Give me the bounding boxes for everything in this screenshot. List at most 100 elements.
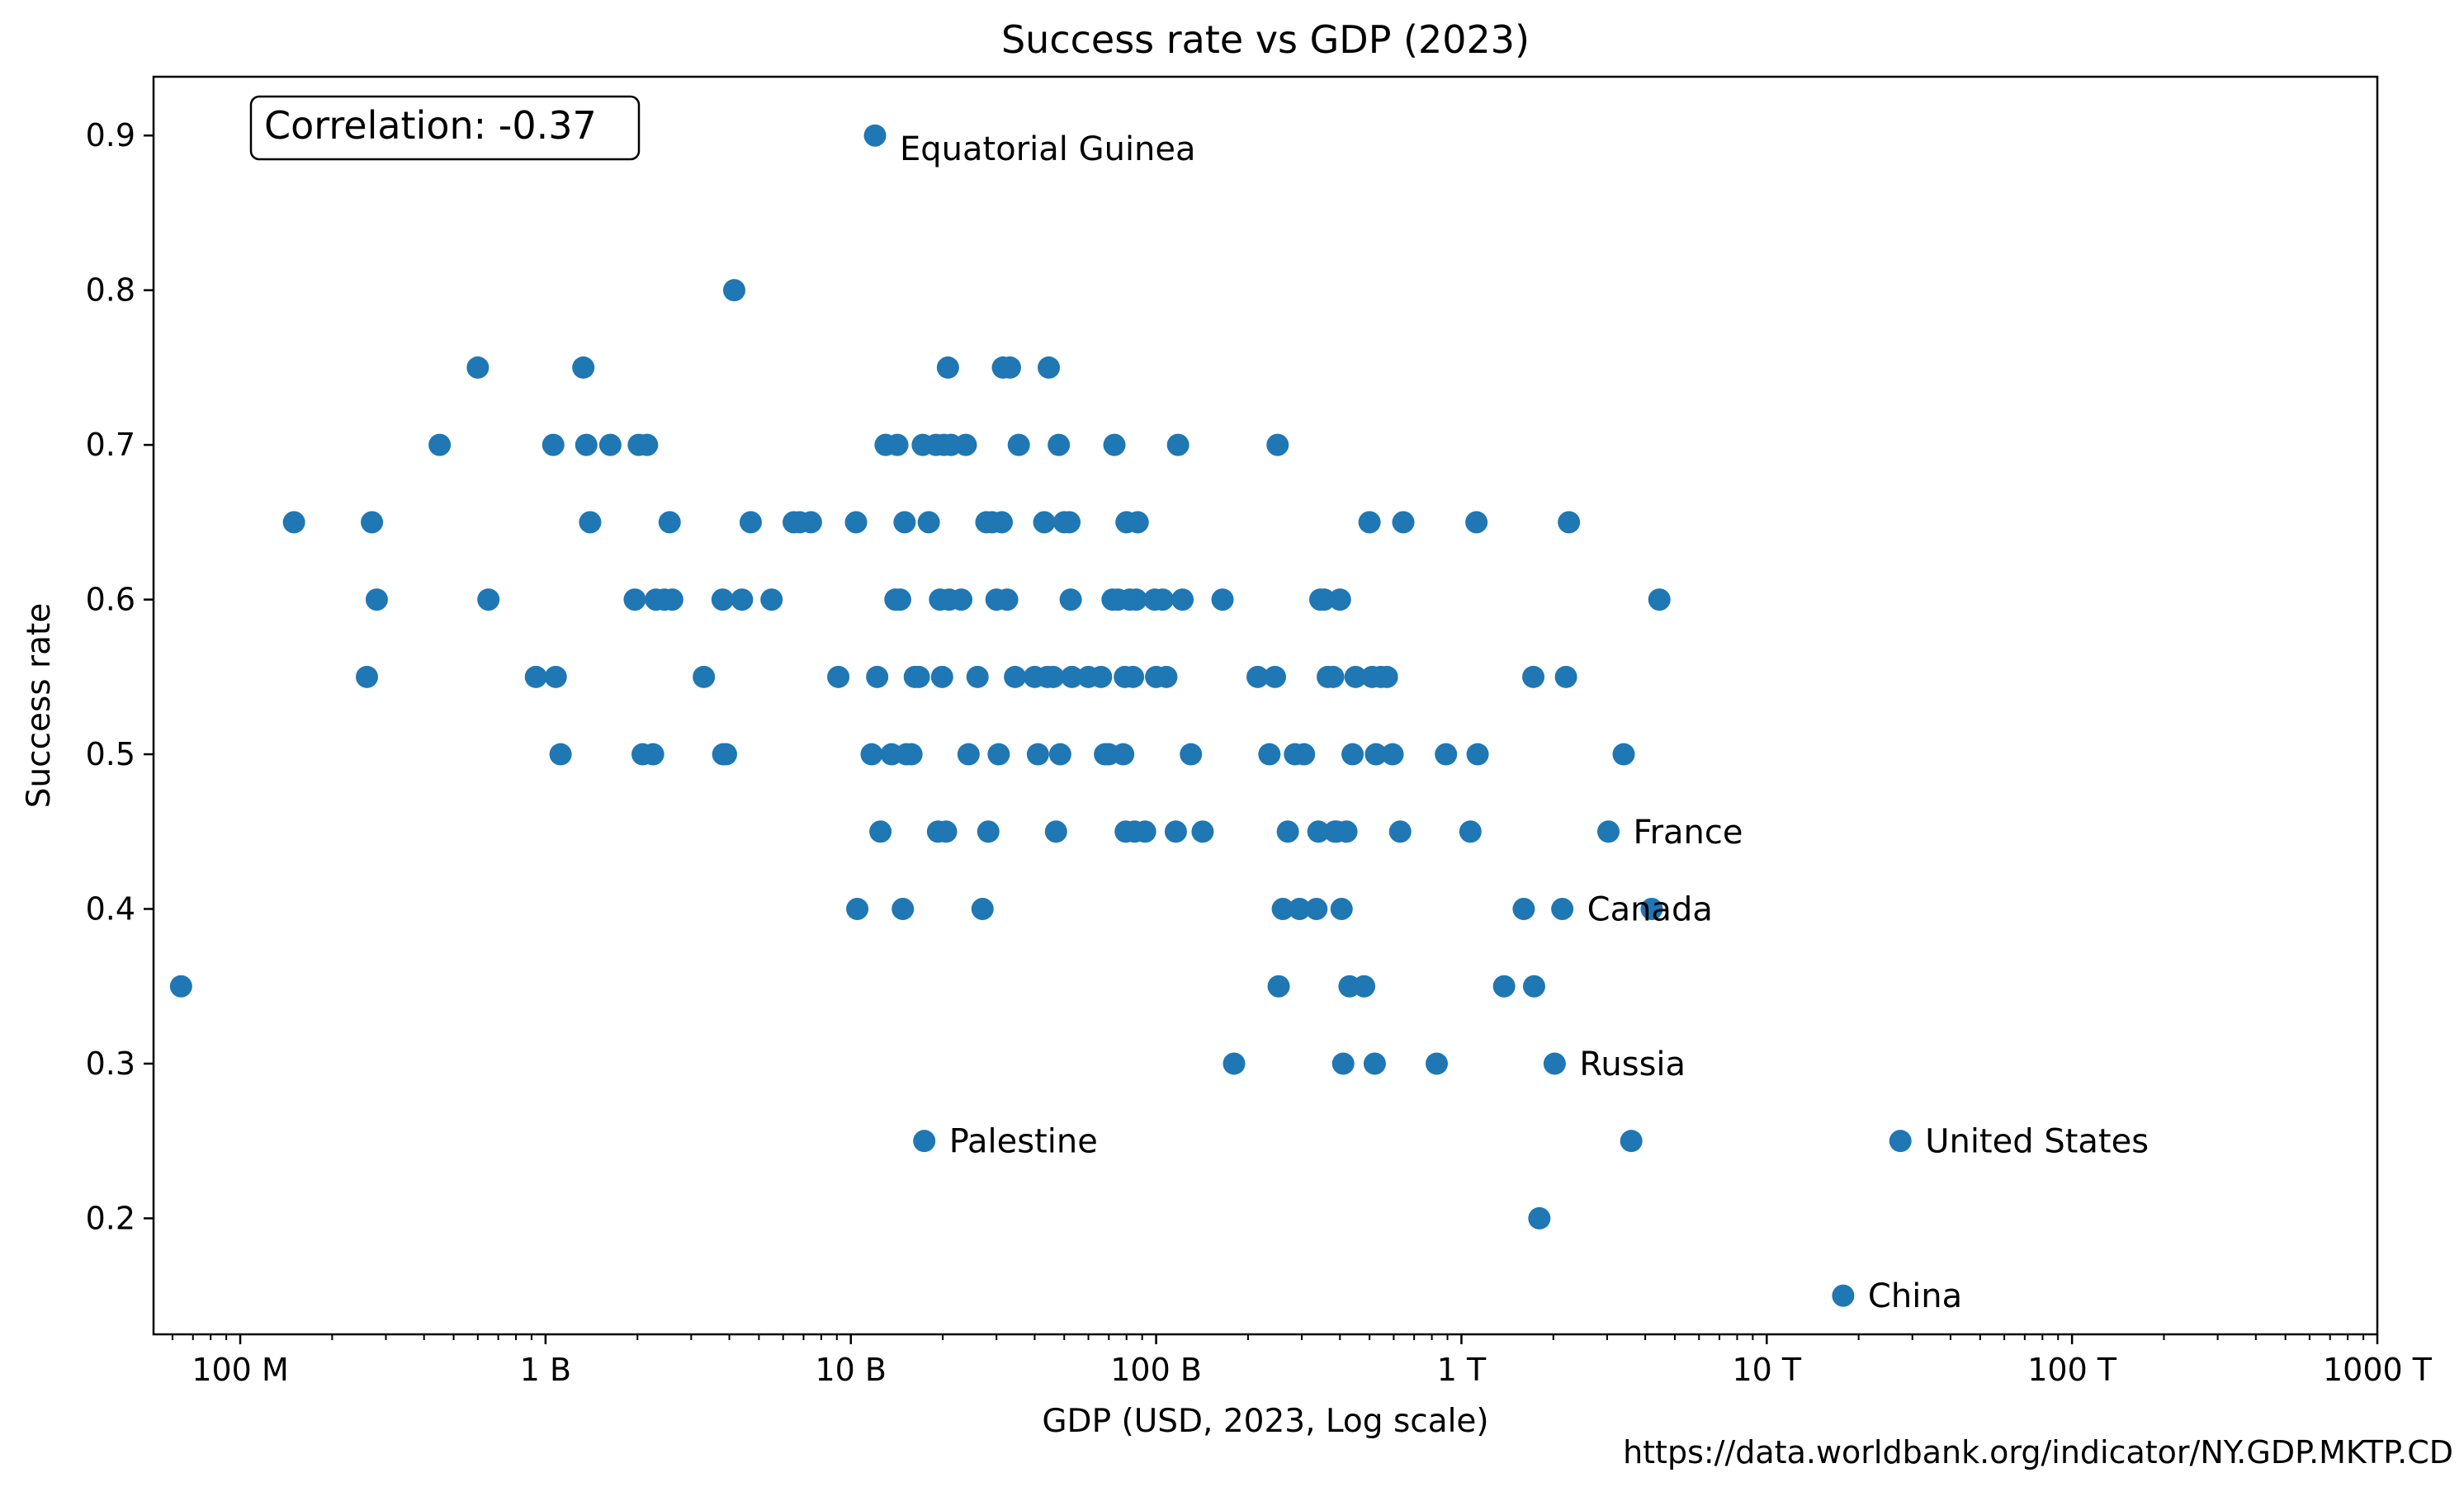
data-point: [1459, 820, 1482, 843]
data-point: [907, 665, 930, 688]
data-point: [1522, 975, 1545, 998]
data-point: [623, 588, 646, 611]
data-point: [169, 975, 192, 998]
data-point: [1293, 743, 1316, 766]
data-point: [1061, 665, 1084, 688]
data-point: [888, 588, 911, 611]
correlation-box-frame: [249, 95, 641, 161]
data-point: [1211, 588, 1234, 611]
data-point: [636, 433, 659, 456]
data-point: [544, 665, 567, 688]
x-tick-label: 100 B: [1110, 1352, 1202, 1388]
data-point: [1328, 588, 1351, 611]
data-point: [549, 743, 572, 766]
data-point: [930, 665, 953, 688]
data-point: [598, 433, 622, 456]
data-point: [1033, 511, 1056, 534]
data-point: [1191, 820, 1214, 843]
x-tick-label: 1000 T: [2323, 1352, 2433, 1388]
labeled-data-point: [1832, 1284, 1855, 1307]
data-point: [1112, 743, 1135, 766]
y-tick-label: 0.3: [86, 1046, 135, 1082]
data-point: [1620, 1130, 1643, 1153]
point-annotation: France: [1634, 814, 1743, 852]
data-point: [1042, 665, 1065, 688]
data-point: [1364, 743, 1388, 766]
correlation-label: Correlation: -0.37: [264, 103, 597, 148]
data-point: [1180, 743, 1203, 766]
data-point: [1335, 820, 1358, 843]
data-point: [991, 511, 1014, 534]
data-point: [1363, 1052, 1386, 1075]
data-point: [575, 433, 598, 456]
data-point: [891, 898, 915, 921]
data-point: [934, 820, 958, 843]
data-point: [1426, 1052, 1449, 1075]
data-point: [1288, 898, 1311, 921]
data-point: [1344, 665, 1367, 688]
x-tick-label: 1 T: [1437, 1352, 1487, 1388]
data-point: [1151, 588, 1174, 611]
data-point: [361, 511, 384, 534]
point-annotation: China: [1868, 1277, 1962, 1315]
data-point: [714, 743, 737, 766]
data-point: [1246, 665, 1270, 688]
y-tick-label: 0.6: [86, 582, 135, 618]
y-axis-label: Success rate: [21, 603, 58, 809]
data-point: [936, 356, 959, 379]
data-point: [827, 665, 850, 688]
data-point: [1122, 665, 1145, 688]
y-tick-label: 0.5: [86, 736, 135, 772]
y-tick-label: 0.4: [86, 891, 135, 928]
data-point: [711, 588, 734, 611]
x-tick-label: 10 T: [1732, 1352, 1801, 1388]
correlation-box: Correlation: -0.37: [249, 95, 641, 161]
data-point: [477, 588, 500, 611]
y-tick-label: 0.2: [86, 1200, 135, 1236]
data-point: [660, 588, 683, 611]
data-point: [641, 743, 664, 766]
data-point: [1267, 975, 1290, 998]
x-tick-label: 10 B: [815, 1352, 887, 1388]
x-axis-label: GDP (USD, 2023, Log scale): [1042, 1403, 1488, 1440]
point-annotation: Canada: [1587, 891, 1713, 929]
data-point: [1512, 898, 1535, 921]
data-point: [1133, 820, 1156, 843]
labeled-data-point: [863, 124, 887, 147]
data-point: [1155, 665, 1178, 688]
data-point: [1090, 665, 1113, 688]
data-point: [950, 588, 973, 611]
plot-frame: [152, 75, 2379, 1336]
data-point: [886, 433, 909, 456]
data-point: [966, 665, 989, 688]
data-point: [1166, 433, 1189, 456]
labeled-data-point: [1597, 820, 1620, 843]
data-point: [954, 433, 977, 456]
data-point: [693, 665, 716, 688]
plot-area: 0.2 0.3 0.4 0.5 0.6 0.7 0.8 0.9 100 M 1 B 10 B 100 …: [86, 75, 2433, 1388]
data-point: [900, 743, 923, 766]
data-point: [1124, 588, 1147, 611]
data-point: [987, 743, 1010, 766]
data-point: [1392, 511, 1415, 534]
data-point: [1126, 511, 1149, 534]
data-point: [1492, 975, 1516, 998]
data-point: [1276, 820, 1299, 843]
data-point: [1435, 743, 1458, 766]
x-tick-label: 100 T: [2027, 1352, 2117, 1388]
data-point: [365, 588, 388, 611]
data-point: [1058, 511, 1081, 534]
data-point: [282, 511, 305, 534]
data-point: [1007, 433, 1030, 456]
data-point: [1522, 665, 1545, 688]
data-point: [1322, 665, 1345, 688]
data-point: [1353, 975, 1376, 998]
data-point: [739, 511, 762, 534]
point-annotation: Russia: [1579, 1046, 1686, 1083]
data-point: [658, 511, 681, 534]
data-point: [1038, 356, 1061, 379]
data-point: [524, 665, 547, 688]
data-point: [731, 588, 754, 611]
data-point: [428, 433, 452, 456]
